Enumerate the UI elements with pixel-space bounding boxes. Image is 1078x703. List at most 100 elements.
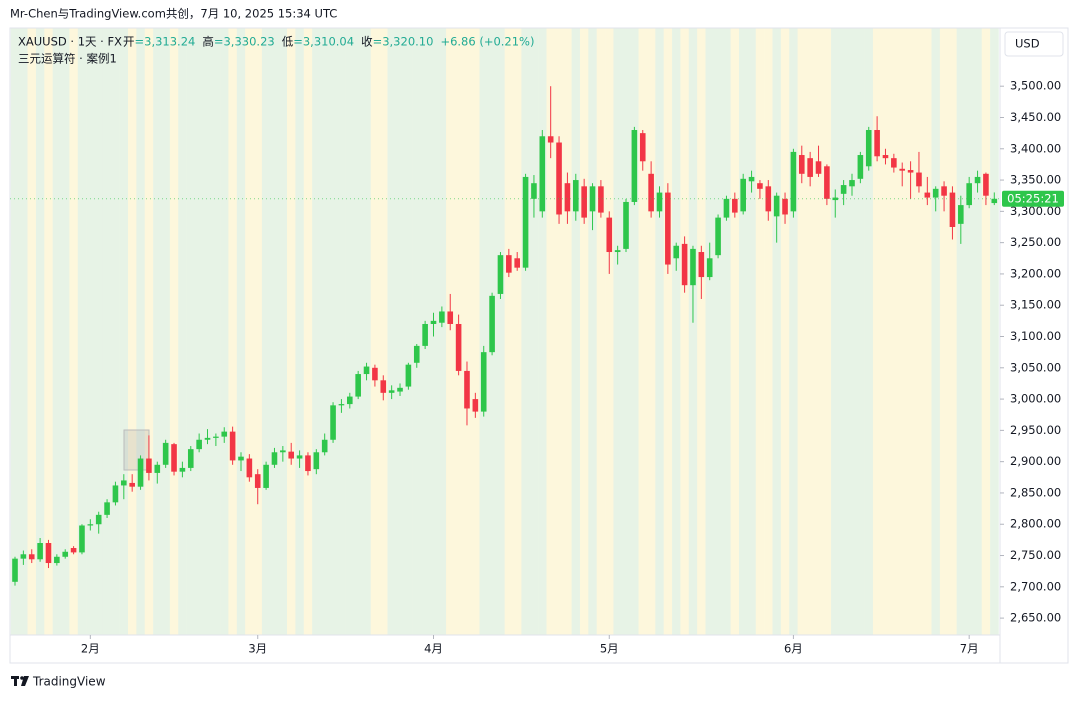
candle-body <box>79 525 85 553</box>
background-stripe <box>973 28 983 635</box>
background-stripe <box>713 28 723 635</box>
candle-body <box>773 195 780 217</box>
background-stripe <box>822 28 832 635</box>
background-stripe <box>136 28 146 635</box>
brand: TradingView <box>32 675 106 689</box>
background-stripe <box>847 28 857 635</box>
y-tick-label: 2,950.00 <box>1010 423 1061 437</box>
candle-body <box>37 543 43 560</box>
background-stripe <box>303 28 313 635</box>
background-stripe <box>856 28 865 635</box>
background-stripe <box>496 28 505 635</box>
background-stripe <box>906 28 916 635</box>
candle-body <box>757 183 763 189</box>
candle-body <box>941 186 947 196</box>
legend-value: =3,313.24 <box>135 35 196 49</box>
candle-body <box>606 217 613 253</box>
background-stripe <box>588 28 598 635</box>
legend-label: 高 <box>202 35 214 49</box>
background-stripe <box>956 28 966 635</box>
x-tick-label: 6月 <box>784 642 803 656</box>
background-stripe <box>914 28 924 635</box>
candle-body <box>824 166 830 199</box>
background-stripe <box>111 28 120 635</box>
background-stripe <box>722 28 731 635</box>
indicator-name: 三元运算符 · 案例1 <box>18 52 117 66</box>
candle-body <box>514 258 520 268</box>
background-stripe <box>446 28 455 635</box>
background-stripe <box>529 28 539 635</box>
candle-body <box>832 197 839 201</box>
candle-body <box>949 192 956 227</box>
candle-body <box>171 444 177 472</box>
logo-bar <box>14 676 17 686</box>
candle-body <box>380 380 387 393</box>
y-tick-label: 3,100.00 <box>1010 329 1061 343</box>
chart-title: Mr-Chen与TradingView.com共创，7月 10, 2025 15… <box>10 7 337 21</box>
candle-body <box>20 554 27 559</box>
candle-body <box>162 442 169 465</box>
background-stripe <box>613 28 623 635</box>
candle-body <box>179 467 186 472</box>
background-stripe <box>630 28 639 635</box>
candle-body <box>614 250 621 253</box>
candle-body <box>506 255 512 273</box>
background-stripe <box>77 28 87 635</box>
legend-label: 收 <box>361 35 373 49</box>
candle-body <box>589 186 596 212</box>
candle-body <box>480 352 487 412</box>
candle-body <box>405 364 412 387</box>
candle-body <box>363 366 370 375</box>
x-tick-label: 4月 <box>424 642 443 656</box>
x-tick-label: 3月 <box>248 642 267 656</box>
background-stripe <box>554 28 564 635</box>
background-stripe <box>931 28 941 635</box>
candle-body <box>137 458 144 487</box>
background-stripe <box>353 28 363 635</box>
candle-body <box>924 192 931 198</box>
y-tick-label: 3,050.00 <box>1010 360 1061 374</box>
background-stripe <box>596 28 606 635</box>
background-stripe <box>253 28 263 635</box>
background-stripe <box>739 28 748 635</box>
candle-body <box>388 390 395 393</box>
background-stripe <box>387 28 397 635</box>
candle-body <box>681 243 688 286</box>
candle-body <box>899 168 906 171</box>
currency[interactable]: USD <box>1015 37 1040 51</box>
background-stripe <box>730 28 740 635</box>
candle-body <box>715 217 721 256</box>
candle-body <box>706 258 713 278</box>
highlight-box <box>123 429 150 471</box>
candle-body <box>321 439 328 453</box>
background-stripe <box>153 28 162 635</box>
candle-body <box>146 458 152 473</box>
candle-body <box>556 142 562 215</box>
candle-body <box>891 158 897 168</box>
candle-body <box>623 201 629 249</box>
candle-body <box>740 178 746 212</box>
candle-body <box>112 485 119 503</box>
background-stripe <box>655 28 664 635</box>
candle-body <box>639 133 646 162</box>
candle-body <box>849 180 855 187</box>
background-stripe <box>546 28 556 635</box>
background-stripe <box>211 28 221 635</box>
y-tick-label: 3,350.00 <box>1010 173 1061 187</box>
background-stripe <box>688 28 698 635</box>
candle-body <box>782 198 788 215</box>
background-stripe <box>939 28 949 635</box>
candle-body <box>12 558 18 582</box>
candle-body <box>196 439 202 450</box>
currency-box[interactable] <box>1004 31 1064 57</box>
background-stripe <box>797 28 807 635</box>
background-stripe <box>119 28 129 635</box>
candle-body <box>648 173 654 212</box>
background-stripe <box>579 28 589 635</box>
candle-body <box>288 451 295 459</box>
background-stripe <box>228 28 238 635</box>
candle-body <box>129 482 135 487</box>
x-tick-label: 2月 <box>81 642 100 656</box>
background-stripe <box>990 28 999 635</box>
background-stripe <box>923 28 932 635</box>
